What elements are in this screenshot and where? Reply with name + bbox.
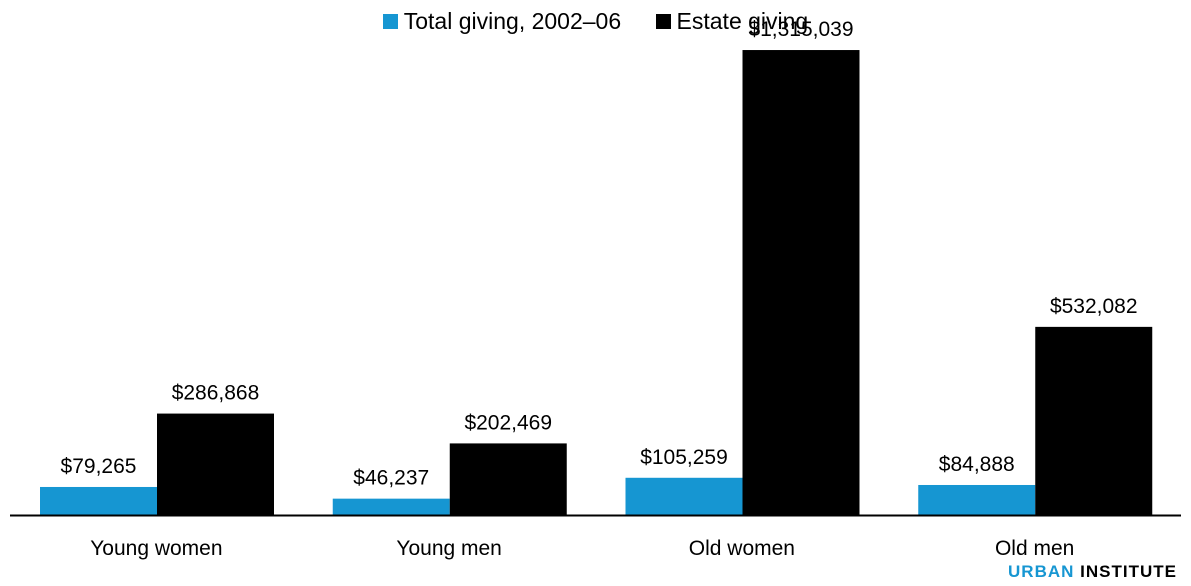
brand-part-urban: URBAN: [1008, 562, 1075, 581]
data-label-old-men-total-giving: $84,888: [939, 453, 1015, 476]
category-label-old-men: Old men: [995, 537, 1074, 560]
category-label-old-women: Old women: [689, 537, 795, 560]
legend-label-estate-giving: Estate giving: [676, 8, 809, 34]
chart-legend: Total giving, 2002–06 Estate giving: [0, 8, 1191, 35]
data-label-young-men-estate-giving: $202,469: [464, 411, 552, 434]
legend-swatch-estate-giving: [655, 14, 671, 29]
data-label-old-men-estate-giving: $532,082: [1050, 295, 1138, 318]
bar-old-women-total-giving: [625, 477, 743, 515]
legend-label-total-giving: Total giving, 2002–06: [403, 8, 622, 34]
data-label-young-women-estate-giving: $286,868: [172, 382, 260, 405]
bar-old-men-total-giving: [918, 484, 1036, 515]
data-label-old-women-estate-giving: $1,315,039: [748, 18, 853, 41]
bar-young-men-estate-giving: [449, 443, 567, 515]
category-label-young-men: Young men: [396, 537, 501, 560]
bar-old-women-estate-giving: [742, 50, 860, 515]
category-label-young-women: Young women: [90, 537, 222, 560]
data-label-young-men-total-giving: $46,237: [353, 467, 429, 490]
data-label-old-women-total-giving: $105,259: [640, 446, 728, 469]
bar-young-men-total-giving: [332, 498, 450, 515]
bar-young-women-total-giving: [40, 486, 157, 515]
bar-old-men-estate-giving: [1035, 326, 1153, 515]
legend-item-estate-giving: Estate giving: [655, 8, 809, 35]
legend-swatch-total-giving: [382, 14, 398, 29]
data-label-young-women-total-giving: $79,265: [61, 455, 137, 478]
legend-item-total-giving: Total giving, 2002–06: [382, 8, 622, 35]
urban-institute-logo: URBAN INSTITUTE: [1008, 562, 1177, 582]
bar-young-women-estate-giving: [157, 413, 274, 515]
brand-part-institute: INSTITUTE: [1080, 562, 1177, 581]
